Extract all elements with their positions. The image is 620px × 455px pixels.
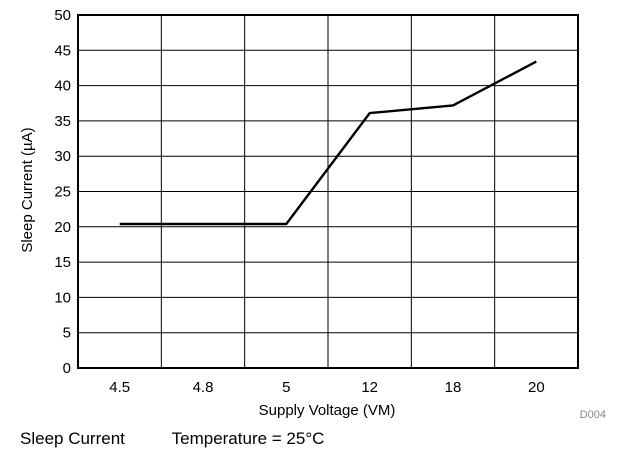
x-tick-label: 4.5 — [109, 379, 130, 396]
y-tick-label: 5 — [63, 325, 71, 342]
y-tick-label: 40 — [54, 78, 71, 95]
grid-lines — [78, 15, 578, 368]
y-axis-ticks: 0 5 10 15 20 25 30 35 40 45 50 — [54, 7, 71, 377]
x-axis-label: Supply Voltage (VM) — [259, 402, 396, 419]
sleep-current-chart: 0 5 10 15 20 25 30 35 40 45 50 4.5 4.8 5 12 18 20 Suppl… — [19, 7, 606, 420]
x-tick-label: 5 — [282, 379, 290, 396]
x-axis-ticks: 4.5 4.8 5 12 18 20 — [109, 379, 544, 396]
x-tick-label: 12 — [361, 379, 378, 396]
y-tick-label: 50 — [54, 7, 71, 24]
figure-id: D004 — [580, 409, 606, 420]
x-tick-label: 18 — [445, 379, 462, 396]
x-tick-label: 20 — [528, 379, 545, 396]
caption-title: Sleep Current — [20, 429, 125, 448]
caption-condition: Temperature = 25°C — [171, 429, 325, 448]
plot-frame — [77, 14, 579, 369]
figure-caption: Sleep Current Temperature = 25°C — [20, 429, 324, 449]
y-tick-label: 15 — [54, 254, 71, 271]
y-tick-label: 35 — [54, 113, 71, 130]
series-line-sleep-current — [119, 60, 537, 226]
y-axis-label: Sleep Current (µA) — [19, 127, 36, 252]
y-tick-label: 25 — [54, 184, 71, 201]
y-tick-label: 45 — [54, 42, 71, 59]
y-tick-label: 10 — [54, 289, 71, 306]
y-tick-label: 20 — [54, 219, 71, 236]
x-tick-label: 4.8 — [193, 379, 214, 396]
y-tick-label: 30 — [54, 148, 71, 165]
y-tick-label: 0 — [63, 360, 71, 377]
